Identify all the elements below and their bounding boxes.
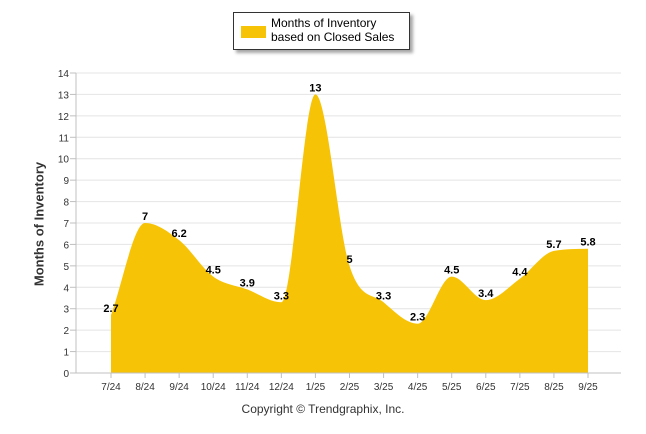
y-axis-title: Months of Inventory	[31, 161, 47, 287]
x-tick-label: 10/24	[201, 382, 226, 393]
legend: Months of Inventory based on Closed Sale…	[233, 12, 410, 50]
data-label: 3.9	[240, 277, 255, 289]
copyright-text: Copyright © Trendgraphix, Inc.	[241, 402, 405, 416]
x-tick-label: 4/25	[408, 382, 428, 393]
x-tick-label: 8/24	[135, 382, 155, 393]
data-label: 2.3	[410, 312, 425, 324]
x-tick-label: 11/24	[235, 382, 260, 393]
data-label: 13	[309, 82, 321, 94]
data-label: 4.5	[444, 265, 459, 277]
data-label: 5	[346, 254, 352, 266]
x-tick-label: 9/25	[578, 382, 598, 393]
area-series	[111, 94, 588, 373]
y-tick-label: 5	[63, 262, 69, 273]
x-tick-label: 9/24	[169, 382, 189, 393]
x-axis: 7/24 8/24 9/24 10/24 11/24 12/24 1/25 2/25 3/25 4…	[76, 372, 621, 393]
x-tick-label: 2/25	[340, 382, 360, 393]
y-tick-label: 13	[58, 90, 70, 101]
legend-swatch	[241, 26, 266, 38]
data-label: 2.7	[103, 303, 118, 315]
y-tick-label: 14	[58, 69, 70, 80]
y-tick-label: 1	[63, 348, 69, 359]
x-tick-label: 3/25	[374, 382, 394, 393]
y-tick-label: 11	[59, 133, 70, 144]
x-tick-label: 7/25	[510, 382, 530, 393]
x-tick-label: 1/25	[306, 382, 326, 393]
x-tick-label: 8/25	[544, 382, 564, 393]
y-tick-label: 7	[63, 219, 69, 230]
y-tick-label: 2	[63, 326, 69, 337]
y-tick-label: 9	[63, 176, 69, 187]
y-tick-label: 10	[58, 155, 70, 166]
data-label: 5.8	[580, 237, 595, 249]
y-tick-label: 4	[63, 283, 69, 294]
data-label: 3.4	[478, 288, 494, 300]
y-tick-label: 6	[63, 240, 69, 251]
legend-label: Months of Inventory based on Closed Sale…	[271, 16, 395, 44]
data-label: 3.3	[274, 290, 289, 302]
y-tick-label: 0	[63, 369, 69, 380]
x-tick-label: 7/24	[101, 382, 121, 393]
data-label: 4.4	[512, 267, 528, 279]
x-tick-label: 12/24	[269, 382, 294, 393]
data-label: 3.3	[376, 290, 391, 302]
data-label: 7	[142, 211, 148, 223]
y-tick-label: 8	[63, 198, 69, 209]
y-tick-label: 12	[58, 112, 70, 123]
data-label: 6.2	[171, 228, 186, 240]
x-tick-label: 5/25	[442, 382, 462, 393]
x-tick-label: 6/25	[476, 382, 496, 393]
data-label: 4.5	[206, 265, 221, 277]
y-tick-label: 3	[63, 305, 69, 316]
data-label: 5.7	[546, 239, 561, 251]
data-labels: 2.7 7 6.2 4.5 3.9 3.3 13 5 3.3 2.3 4.5 3.4 4.4 5.7 5.8	[103, 82, 595, 323]
